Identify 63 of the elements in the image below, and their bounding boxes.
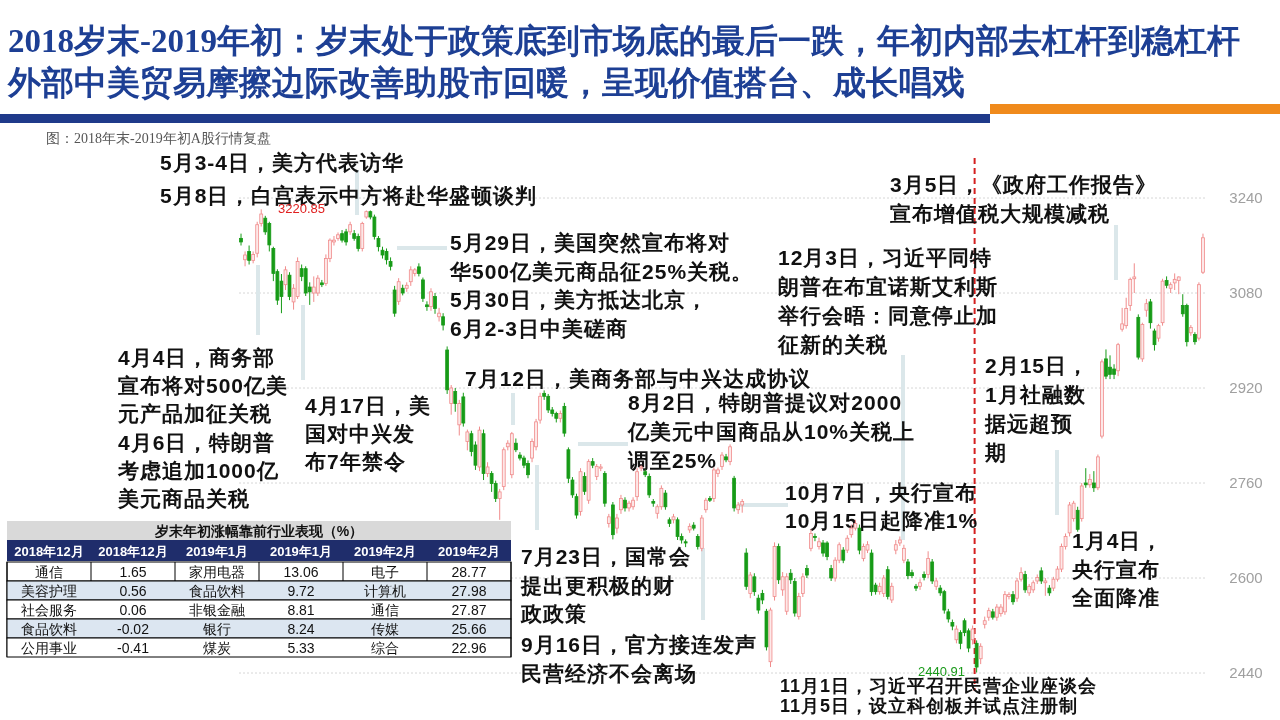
text: 社会服务 (21, 602, 77, 618)
text: 25.66 (451, 621, 487, 637)
annotation: 8月2日，特朗普提议对2000亿美元中国商品从10%关税上调至25% (627, 391, 916, 472)
text: 27.87 (451, 602, 487, 618)
text: 电子 (371, 564, 399, 580)
annotation: 2440.91 (918, 664, 965, 679)
text: 11月5日，设立科创板并试点注册制 (780, 696, 1079, 716)
text: 岁末年初涨幅靠前行业表现（%） (153, 523, 364, 539)
annotation: 10月7日，央行宣布10月15日起降准1% (785, 481, 979, 532)
annotation: 4月17日，美国对中兴发布7年禁令 (304, 394, 432, 473)
text: 传媒 (371, 621, 399, 637)
annotation: 5月30日，美方抵达北京，6月2-3日中美磋商 (450, 288, 709, 340)
y-tick-label: 2760 (1229, 474, 1263, 491)
annotation: 4月6日，特朗普考虑追加1000亿美元商品关税 (117, 431, 279, 511)
category-label: 2019年2月 (353, 544, 417, 559)
text: 22.96 (451, 640, 487, 656)
annotation: 5月29日，美国突然宣布将对华500亿美元商品征25%关税。 (449, 231, 754, 283)
annotation: 4月4日，商务部宣布将对500亿美元产品加征关税 (117, 346, 289, 426)
category-label: 2019年1月 (269, 544, 333, 559)
text: 银行 (203, 621, 231, 637)
y-tick-label: 3080 (1229, 284, 1263, 301)
annotation: 2月15日，1月社融数据远超预期 (984, 354, 1090, 464)
category-label: 2019年2月 (437, 544, 501, 559)
annotation: 1月4日，央行宣布全面降准 (1071, 529, 1164, 609)
text: 9.72 (287, 583, 315, 599)
text: 通信 (35, 564, 63, 580)
text: 非银金融 (189, 602, 245, 618)
text: 8.24 (287, 621, 315, 637)
annotation: 9月16日，官方接连发声民营经济不会离场 (521, 633, 758, 685)
text: 食品饮料 (21, 621, 77, 637)
text: 通信 (371, 602, 399, 618)
text: 8.81 (287, 602, 315, 618)
text: 5.33 (287, 640, 315, 656)
text: 家用电器 (189, 564, 245, 580)
text: -0.02 (117, 621, 149, 637)
text: 0.06 (119, 602, 147, 618)
text: 13.06 (283, 564, 319, 580)
annotation: 12月3日，习近平同特朗普在布宜诺斯艾利斯举行会晤：同意停止加征新的关税 (777, 246, 998, 356)
text: 1.65 (119, 564, 147, 580)
y-tick-label: 2440 (1229, 664, 1263, 681)
text: 11月1日，习近平召开民营企业座谈会 (780, 676, 1098, 696)
chart-subtitle: 图：2018年末-2019年初A股行情复盘 (46, 131, 271, 146)
text: 5月3-4日，美方代表访华 (160, 151, 405, 174)
category-label: 2018年12月 (14, 544, 84, 559)
annotation: 7月23日，国常会提出更积极的财政政策 (520, 545, 692, 625)
category-label: 2018年12月 (98, 544, 168, 559)
y-tick-label: 3240 (1229, 189, 1263, 206)
y-tick-label: 2600 (1229, 569, 1263, 586)
annotation: 7月12日，美商务部与中兴达成协议 (465, 367, 812, 390)
text: 食品饮料 (189, 583, 245, 599)
text: 美容护理 (21, 583, 77, 599)
text: -0.41 (117, 640, 149, 656)
text: 27.98 (451, 583, 487, 599)
chart-title: 2018岁末-2019年初：岁末处于政策底到市场底的最后一跌，年初内部去杠杆到稳杠杆外部中美贸易摩擦边际改善助股市回暖，呈现价值搭台、成长唱戏 (7, 23, 1240, 101)
text: 0.56 (119, 583, 147, 599)
annotation: 3月5日，《政府工作报告》宣布增值税大规模减税 (890, 173, 1158, 225)
y-tick-label: 2920 (1229, 379, 1263, 396)
text: 综合 (371, 640, 399, 656)
text: 煤炭 (203, 640, 231, 656)
text: 公用事业 (21, 640, 77, 656)
text: 28.77 (451, 564, 487, 580)
category-label: 2019年1月 (185, 544, 249, 559)
text: 计算机 (364, 583, 406, 599)
